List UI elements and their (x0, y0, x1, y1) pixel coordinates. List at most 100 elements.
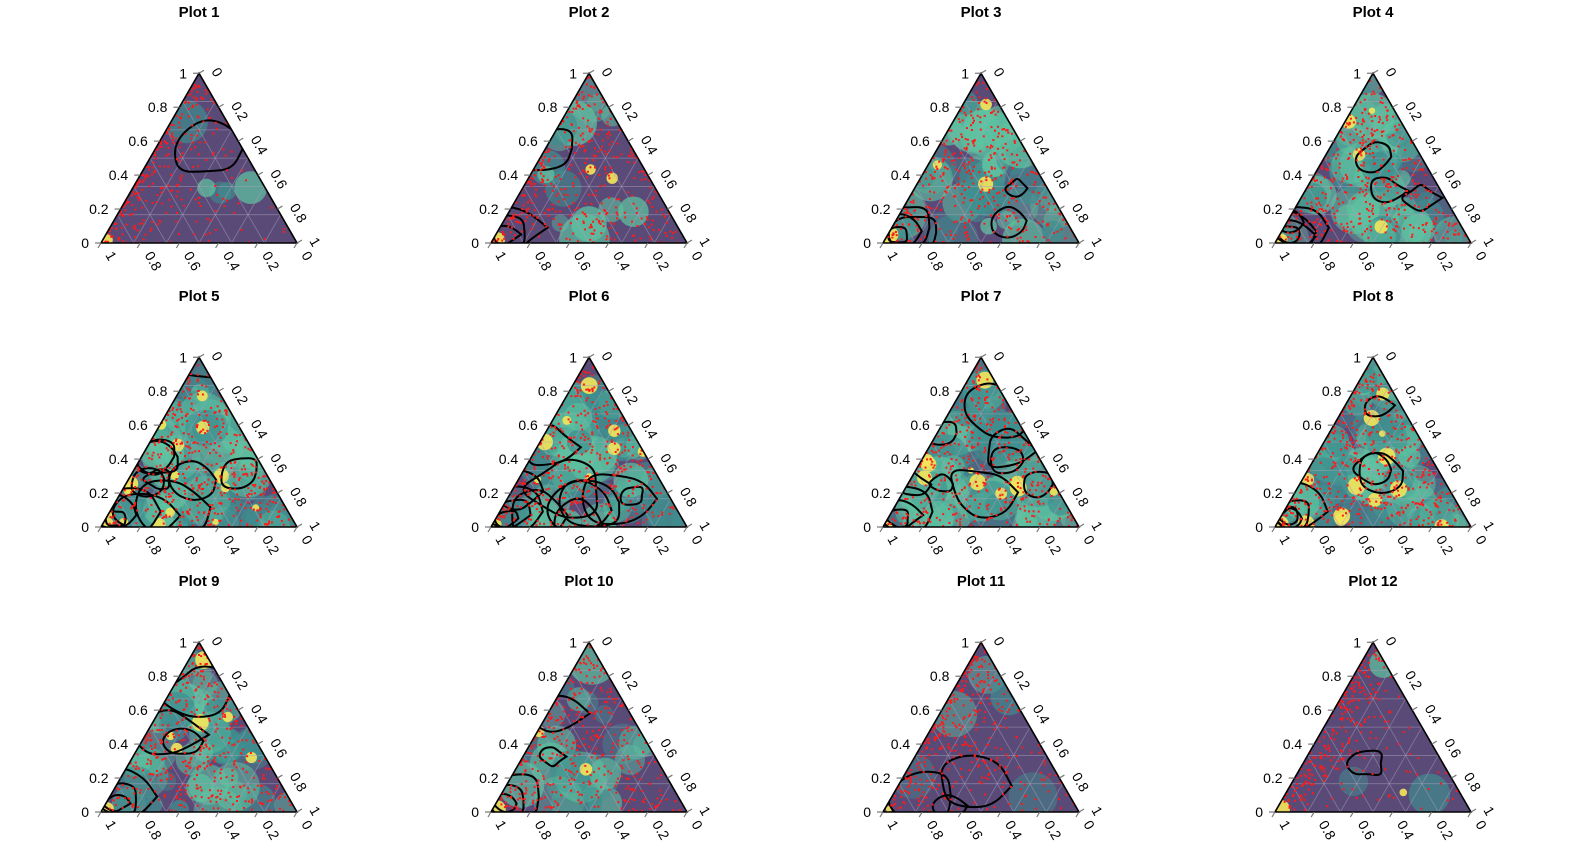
data-point (648, 475, 651, 478)
data-point (238, 477, 241, 479)
data-point (1380, 508, 1383, 511)
bottom-tick-label: 0.6 (963, 533, 987, 558)
data-point (178, 116, 181, 119)
data-point (199, 753, 201, 756)
data-point (129, 214, 132, 217)
data-point (154, 790, 157, 793)
data-point (640, 809, 643, 812)
data-point (589, 774, 592, 777)
data-point (1349, 184, 1352, 186)
data-point (912, 201, 915, 204)
data-point (170, 123, 173, 126)
data-point (559, 227, 562, 230)
data-point (543, 223, 546, 225)
data-point (1357, 176, 1360, 178)
data-point (162, 469, 165, 471)
left-tick-label: 1 (569, 349, 577, 365)
data-point (527, 207, 530, 210)
data-point (965, 421, 968, 424)
right-tick-mark (1078, 523, 1085, 528)
data-point (1334, 464, 1337, 467)
data-point (189, 499, 192, 502)
data-point (523, 479, 526, 482)
data-point (178, 699, 181, 702)
data-point (581, 453, 583, 456)
density-patch (155, 425, 172, 443)
right-tick-label: 0.6 (1441, 451, 1465, 476)
data-point (1428, 469, 1431, 472)
data-point (1452, 233, 1455, 236)
data-point (548, 209, 551, 211)
data-point (578, 376, 581, 379)
data-point (118, 237, 121, 240)
data-point (164, 771, 167, 774)
panel-title: Plot 3 (961, 4, 1002, 21)
contour-line (174, 119, 244, 173)
data-point (984, 483, 987, 486)
data-point (960, 218, 963, 221)
right-tick-mark (218, 672, 224, 677)
data-point (279, 795, 282, 798)
data-point (1008, 182, 1010, 185)
data-point (144, 233, 147, 236)
data-point (1383, 181, 1385, 184)
data-point (1366, 228, 1369, 230)
bottom-tick-label: 0.2 (259, 533, 283, 558)
data-point (629, 147, 632, 150)
data-point (973, 165, 976, 168)
left-tick-label: 0.4 (1283, 451, 1303, 467)
right-tick-label: 0.8 (677, 485, 701, 510)
data-point (572, 182, 575, 185)
data-point (1351, 446, 1354, 448)
data-point (1281, 522, 1284, 525)
data-point (205, 440, 208, 443)
left-tick-label: 0.6 (128, 417, 148, 433)
data-point (167, 449, 170, 452)
data-point (961, 185, 964, 188)
data-point (941, 179, 944, 182)
data-point (205, 662, 208, 665)
data-point (590, 232, 593, 235)
data-point (131, 787, 134, 790)
data-point (1318, 208, 1321, 211)
data-point (912, 519, 915, 522)
data-point (1352, 138, 1355, 141)
data-point (965, 235, 968, 238)
data-point (134, 768, 137, 770)
right-tick-mark (237, 421, 244, 426)
data-point (896, 218, 899, 221)
data-point (167, 147, 170, 149)
data-point (939, 175, 942, 178)
data-point (182, 432, 185, 435)
data-point (196, 378, 199, 381)
data-point (1065, 223, 1067, 226)
data-point (179, 155, 182, 158)
data-point (1033, 515, 1036, 518)
data-point (527, 518, 530, 521)
data-point (1427, 483, 1430, 486)
data-point (636, 760, 639, 763)
data-point (538, 493, 541, 496)
right-tick-mark (1411, 421, 1418, 426)
data-point (1360, 147, 1363, 150)
data-point (1360, 123, 1363, 126)
data-point (1392, 115, 1395, 118)
data-point (164, 500, 167, 503)
data-point (171, 500, 174, 503)
data-point (159, 739, 162, 741)
data-point (1397, 472, 1400, 475)
data-point (148, 185, 151, 188)
data-point (1386, 183, 1389, 186)
data-point (198, 197, 201, 199)
data-point (267, 792, 270, 795)
data-point (1333, 426, 1336, 429)
data-point (1387, 495, 1389, 498)
data-point (1326, 220, 1329, 222)
data-point (649, 238, 652, 241)
data-point (995, 214, 998, 217)
data-point (1319, 461, 1322, 464)
data-point (986, 423, 988, 426)
data-point (136, 806, 139, 809)
data-point (196, 804, 199, 807)
data-point (1425, 189, 1428, 192)
